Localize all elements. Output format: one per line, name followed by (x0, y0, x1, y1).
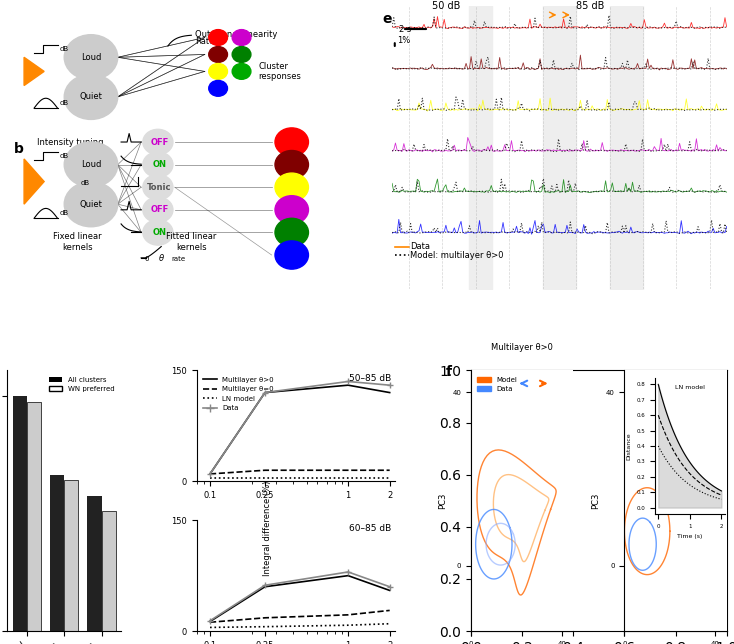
Text: ON: ON (153, 228, 167, 237)
Polygon shape (24, 57, 44, 86)
Circle shape (232, 46, 251, 62)
Text: OFF: OFF (150, 138, 169, 147)
Model: multilayer θ>0: (0.5, 1.2): multilayer θ>0: (0.5, 1.2) (404, 251, 413, 259)
Circle shape (208, 30, 228, 46)
Circle shape (143, 175, 173, 200)
Text: Integral difference (%): Integral difference (%) (264, 480, 272, 576)
Text: Output nonlinearity: Output nonlinearity (195, 30, 277, 39)
Data (391, 243, 400, 251)
Text: ON: ON (153, 160, 167, 169)
Circle shape (208, 46, 228, 62)
Circle shape (275, 151, 308, 179)
Bar (26, 402, 41, 631)
Text: Loud: Loud (81, 160, 101, 169)
Circle shape (143, 152, 173, 177)
Legend: Multilayer θ>0, Multilayer θ=0, LN model, Data: Multilayer θ>0, Multilayer θ=0, LN model… (200, 374, 277, 414)
Text: Model: multilayer θ>0: Model: multilayer θ>0 (410, 251, 504, 260)
Data (404, 243, 413, 251)
Text: $\theta$: $\theta$ (158, 252, 165, 263)
Text: dB: dB (59, 211, 68, 216)
Text: OFF: OFF (150, 205, 169, 214)
Text: dB: dB (59, 153, 68, 159)
Circle shape (64, 35, 117, 80)
Text: 0: 0 (145, 256, 149, 261)
Bar (50, 475, 64, 631)
Model: multilayer θ>0: (0.1, 1.2): multilayer θ>0: (0.1, 1.2) (391, 251, 400, 259)
Circle shape (232, 30, 251, 46)
Y-axis label: PC3: PC3 (592, 493, 600, 509)
Text: Quiet: Quiet (79, 92, 103, 101)
Polygon shape (24, 159, 44, 204)
Text: Tonic: Tonic (148, 183, 172, 192)
Text: Fitted linear
kernels: Fitted linear kernels (166, 232, 217, 252)
Text: Intensity tuning: Intensity tuning (37, 138, 104, 147)
Legend: Model, Data: Model, Data (475, 374, 520, 395)
Circle shape (208, 64, 228, 79)
Text: 1%: 1% (397, 36, 410, 45)
Text: 50 dB: 50 dB (432, 1, 461, 11)
Text: dB: dB (81, 180, 90, 186)
Text: Multilayer θ>0: Multilayer θ>0 (491, 343, 553, 352)
Text: 2 s: 2 s (399, 25, 411, 34)
Text: Cluster
responses: Cluster responses (258, 62, 301, 81)
Text: Rate: Rate (195, 37, 214, 46)
Legend: All clusters, WN preferred: All clusters, WN preferred (46, 374, 117, 395)
Text: 85 dB: 85 dB (576, 1, 605, 11)
Circle shape (64, 74, 117, 119)
Circle shape (143, 129, 173, 155)
Circle shape (275, 173, 308, 202)
Text: 50–85 dB: 50–85 dB (349, 374, 391, 383)
Text: Data: Data (410, 242, 431, 251)
Circle shape (232, 64, 251, 79)
Circle shape (275, 128, 308, 156)
Circle shape (64, 182, 117, 227)
Circle shape (208, 80, 228, 96)
Bar (101, 511, 116, 631)
Circle shape (64, 142, 117, 187)
Text: Fixed linear
kernels: Fixed linear kernels (54, 232, 102, 252)
Bar (12, 397, 26, 631)
Bar (64, 480, 79, 631)
Text: 60–85 dB: 60–85 dB (349, 524, 391, 533)
Text: rate: rate (171, 256, 186, 261)
Circle shape (275, 241, 308, 269)
Text: f: f (446, 365, 451, 379)
Circle shape (275, 218, 308, 247)
Y-axis label: PC3: PC3 (438, 493, 447, 509)
Bar (87, 495, 101, 631)
Text: dB: dB (59, 100, 68, 106)
Text: e: e (382, 12, 391, 26)
Circle shape (275, 196, 308, 224)
Circle shape (143, 220, 173, 245)
Text: b: b (14, 142, 24, 156)
Text: Quiet: Quiet (79, 200, 103, 209)
Text: dB: dB (59, 46, 68, 52)
Text: Loud: Loud (81, 53, 101, 62)
Circle shape (143, 197, 173, 223)
